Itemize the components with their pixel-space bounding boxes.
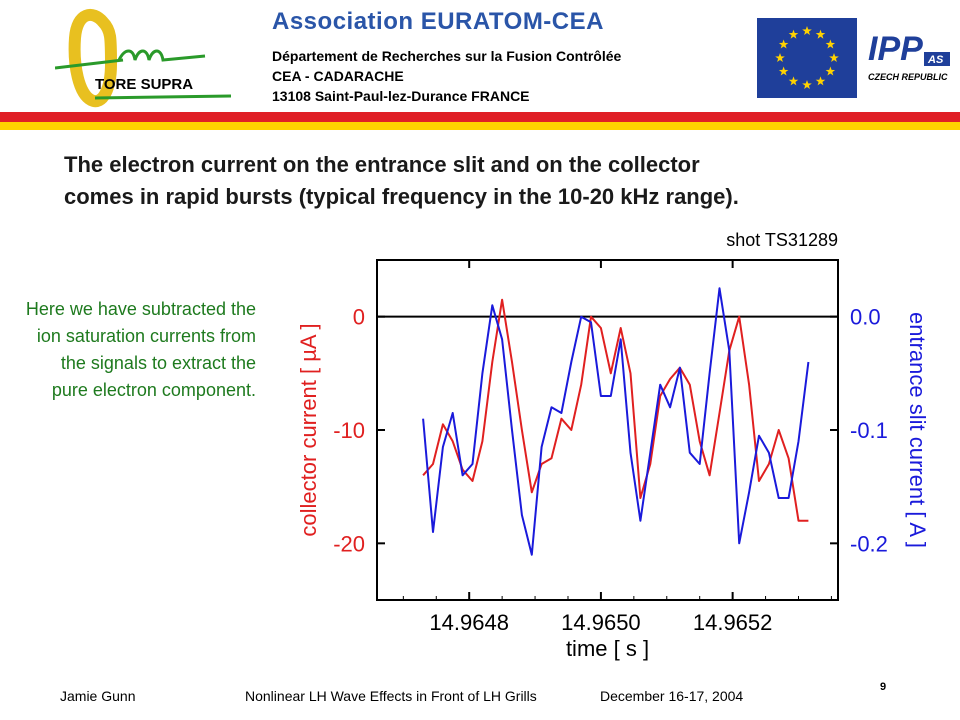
y-left-tick-label: -20 [333,531,365,556]
tore-supra-logo: TORE SUPRA [55,9,232,108]
y-left-tick-label: 0 [353,305,365,330]
chart-title: shot TS31289 [726,230,838,250]
eu-star-icon [829,53,839,62]
y-right-tick-label: -0.2 [850,531,888,556]
eu-star-icon [788,29,799,39]
eu-star-icon [815,29,826,39]
site-line: CEA - CADARACHE [272,68,404,84]
eu-star-icon [778,66,789,76]
ipp-sub: AS [927,54,944,66]
x-axis-label: time [ s ] [566,636,649,661]
ipp-caption: CZECH REPUBLIC [868,72,948,82]
eu-star-icon [802,26,812,35]
eu-star-icon [788,76,799,86]
y-right-tick-label: 0.0 [850,305,881,330]
logo-text: TORE SUPRA [95,76,193,93]
eu-flag [757,18,857,98]
eu-star-icon [825,66,836,76]
x-tick-label: 14.9648 [429,610,509,635]
association-title: Association EURATOM-CEA [272,8,604,35]
headline-line-1: The electron current on the entrance sli… [64,152,700,177]
address-line: 13108 Saint-Paul-lez-Durance FRANCE [272,88,530,104]
eu-star-icon [815,76,826,86]
side-note: Here we have subtracted the ion saturati… [25,299,256,400]
y-right-tick-label: -0.1 [850,418,888,443]
footer-author: Jamie Gunn [60,688,136,704]
current-chart: 14.9648 14.9650 14.96520-10-200.0-0.1-0.2 … [296,230,930,661]
ipp-text: IPP [868,30,923,68]
headline-line-2: comes in rapid bursts (typical frequency… [64,184,739,209]
footer-date: December 16-17, 2004 [600,688,744,704]
x-tick-label: 14.9652 [693,610,773,635]
ipp-logo: IPP AS CZECH REPUBLIC [868,30,950,82]
entrance-slit-current-line [422,287,810,556]
collector-current-line [422,298,809,522]
header-stripe-red [0,112,960,122]
header-stripe-yellow [0,122,960,130]
y-left-axis-label: collector current [ µA ] [296,323,321,536]
x-tick-label: 14.9650 [561,610,641,635]
department-line: Département de Recherches sur la Fusion … [272,48,622,64]
eu-star-icon [775,53,785,62]
y-right-axis-label: entrance slit current [ A ] [905,312,930,548]
y-left-tick-label: -10 [333,418,365,443]
eu-star-icon [825,39,836,49]
page-number: 9 [880,681,887,693]
footer-talk-title: Nonlinear LH Wave Effects in Front of LH… [245,688,537,704]
eu-star-icon [802,80,812,89]
eu-star-icon [778,39,789,49]
